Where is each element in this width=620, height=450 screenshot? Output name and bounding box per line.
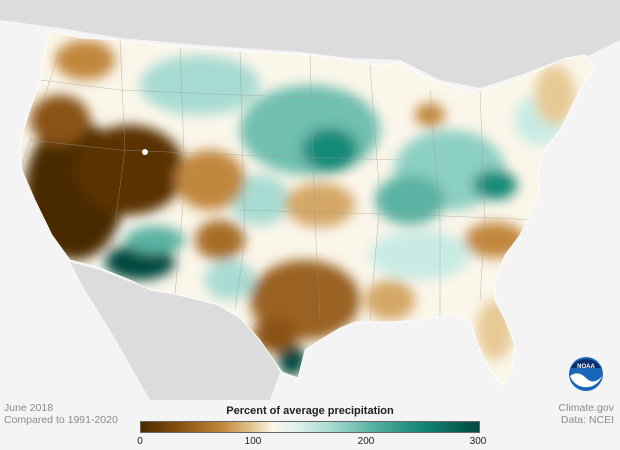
mexico-land: [70, 262, 280, 400]
legend-title: Percent of average precipitation: [226, 405, 394, 417]
us-outline: [19, 29, 596, 386]
site-label: Climate.gov: [558, 402, 614, 414]
noaa-logo-text: NOAA: [577, 364, 595, 370]
legend-tick: 0: [137, 436, 143, 447]
date-caption: June 2018 Compared to 1991-2020: [4, 402, 118, 426]
noaa-logo-icon: NOAA: [569, 357, 603, 391]
data-source-label: Data: NCEI: [560, 414, 614, 426]
canada-land: [0, 0, 620, 88]
legend-tick: 300: [469, 436, 487, 447]
baseline-label: Compared to 1991-2020: [4, 414, 118, 426]
date-label: June 2018: [4, 402, 54, 414]
source-caption: Climate.gov Data: NCEI: [559, 402, 614, 426]
legend-color-bar: [140, 421, 480, 433]
legend-tick: 100: [244, 436, 262, 447]
precipitation-map: [0, 0, 620, 400]
legend-tick: 200: [357, 436, 375, 447]
precipitation-field: [20, 39, 575, 376]
